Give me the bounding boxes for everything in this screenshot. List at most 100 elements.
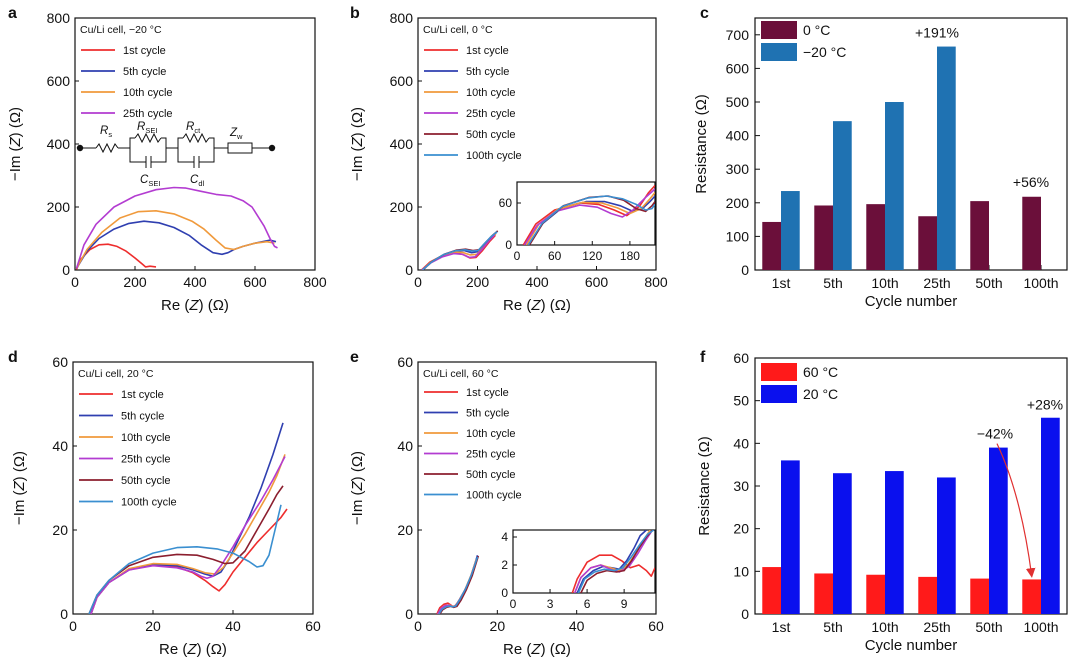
series-line-100th-cycle [421,230,498,270]
x-tick-label: 0 [514,249,521,263]
x-tick-label: 0 [69,618,77,634]
annotation: +56% [1013,174,1049,190]
series-line-25th-cycle [523,188,655,245]
bar-60-°C-25th [918,576,937,614]
panel-title: Cu/Li cell, 0 °C [423,24,493,36]
legend-swatch [761,21,797,39]
y-axis-label: −Im (Z) (Ω) [11,451,28,525]
x-tick-label: 60 [548,249,562,263]
y-tick-label: 20 [52,522,68,538]
legend-entry: 25th cycle [466,108,516,120]
panel-d: 0 20 40 60 0 20 40 60 Cu/Li cell, 20 °C 1st cycle… [11,354,321,658]
series-line-50th-cycle [580,530,654,593]
label-zw: Zw [229,127,243,141]
y-tick-label: 600 [726,60,750,76]
x-tick-label: 180 [620,249,640,263]
axes-frame [754,357,1068,615]
panel-title: Cu/Li cell, −20 °C [80,24,162,36]
circuit-symbol: C [140,174,149,186]
label-italic-z: Z [7,136,24,147]
legend-entry: 1st cycle [466,45,509,57]
x-tick-label: 0 [510,597,517,611]
legend-entry: 50th cycle [466,469,516,481]
circuit-wire [161,137,167,148]
x-axis-label: Re (Z) (Ω) [503,297,571,314]
x-tick-label: 3 [547,597,554,611]
label-part: Re ( [159,641,187,658]
bar-0-°C-10th [866,204,885,270]
panel-label: d [8,349,18,366]
x-axis-label: Re (Z) (Ω) [161,297,229,314]
legend-entry: 0 °C [803,22,830,38]
legend-swatch [761,43,797,61]
label-part: −Im ( [7,146,24,181]
inset-frame [516,181,656,246]
x-tick-label: 60 [305,618,321,634]
legend-entry: 25th cycle [123,108,173,120]
resistor-rct [182,132,210,144]
x-tick-label: 0 [414,274,422,290]
legend-entry: −20 °C [803,44,846,60]
x-tick-label: 120 [582,249,602,263]
axes-frame [754,17,1068,271]
x-axis-label: Cycle number [865,637,958,654]
label-rsei: RSEI [137,121,157,135]
circuit-symbol: R [100,125,108,137]
label-rct: Rct [186,121,201,135]
x-tick-label: 25th [923,619,950,635]
x-tick-label: 40 [569,618,585,634]
panel-label: c [700,5,709,22]
axes-frame [417,361,657,615]
circuit-wire [177,137,183,148]
legend-entry: 10th cycle [121,432,171,444]
y-tick-label: 400 [47,136,71,152]
x-tick-label: 100th [1023,275,1058,291]
x-tick-label: 20 [145,618,161,634]
label-csei: CSEI [140,174,160,188]
x-tick-label: 600 [585,274,609,290]
inset-frame [512,529,656,594]
circuit-wire [129,148,146,163]
y-tick-label: 50 [733,393,749,409]
x-tick-label: 1st [772,275,791,291]
y-tick-label: 40 [733,435,749,451]
y-tick-label: 10 [733,563,749,579]
circuit-subscript: ct [194,126,201,135]
legend-entry: 5th cycle [466,66,509,78]
warburg-element [227,142,253,154]
axes-frame [72,361,314,615]
bar-0-°C-100th [1022,196,1041,270]
y-tick-label: 600 [47,73,71,89]
label-part: ) (Ω) [541,297,571,314]
label-italic-z: Z [11,480,28,491]
y-tick-label: 300 [726,161,750,177]
y-tick-label: 200 [390,199,414,215]
x-tick-label: 50th [975,275,1002,291]
y-axis-label: −Im (Z) (Ω) [349,451,366,525]
bar-20-°C-5th [833,473,852,614]
series-line-1st-cycle [90,508,288,614]
bar-−20-°C-5th [833,121,852,270]
label-part: ) (Ω) [11,451,28,481]
y-tick-label: 800 [390,10,414,26]
y-tick-label: 40 [52,438,68,454]
y-tick-label: 700 [726,27,750,43]
series-line-100th-cycle [527,195,655,245]
y-tick-label: 2 [501,558,508,572]
legend-entry: 50th cycle [466,129,516,141]
x-tick-label: 10th [871,619,898,635]
x-axis-label: Re (Z) (Ω) [503,641,571,658]
legend-entry: 5th cycle [123,66,166,78]
axes-frame [74,17,316,271]
x-tick-label: 800 [644,274,668,290]
circuit-subscript: SEI [145,126,157,135]
panel-title: Cu/Li cell, 60 °C [423,368,499,380]
label-italic-z: Z [349,480,366,491]
panel-f: 0 10 20 30 40 50 60 1st 5th 10th 25th 50th 100th 60 °… [696,350,1068,654]
x-axis-label: Cycle number [865,293,958,310]
panel-title: Cu/Li cell, 20 °C [78,368,154,380]
x-tick-label: 5th [823,275,842,291]
label-part: Re ( [503,641,531,658]
circuit-subscript: dl [198,179,204,188]
circuit-wire [151,148,167,163]
